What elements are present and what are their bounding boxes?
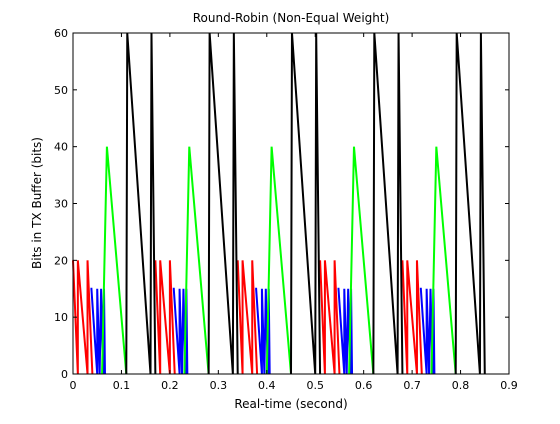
y-tick-label: 0 <box>61 368 68 381</box>
x-tick-label: 0 <box>70 379 77 392</box>
x-tick-label: 0.1 <box>113 379 131 392</box>
y-tick-label: 20 <box>54 254 68 267</box>
x-axis-label: Real-time (second) <box>234 397 347 411</box>
x-tick-label: 0.3 <box>210 379 228 392</box>
x-tick-label: 0.9 <box>500 379 518 392</box>
y-tick-label: 10 <box>54 311 68 324</box>
x-tick-label: 0.6 <box>355 379 373 392</box>
y-tick-label: 50 <box>54 84 68 97</box>
y-tick-label: 60 <box>54 27 68 40</box>
x-tick-label: 0.8 <box>452 379 470 392</box>
x-tick-label: 0.5 <box>306 379 324 392</box>
x-tick-label: 0.2 <box>161 379 179 392</box>
y-tick-label: 40 <box>54 141 68 154</box>
x-tick-label: 0.7 <box>403 379 421 392</box>
x-tick-label: 0.4 <box>258 379 276 392</box>
chart-title: Round-Robin (Non-Equal Weight) <box>193 11 390 25</box>
y-axis-label: Bits in TX Buffer (bits) <box>30 137 44 269</box>
y-tick-label: 30 <box>54 198 68 211</box>
